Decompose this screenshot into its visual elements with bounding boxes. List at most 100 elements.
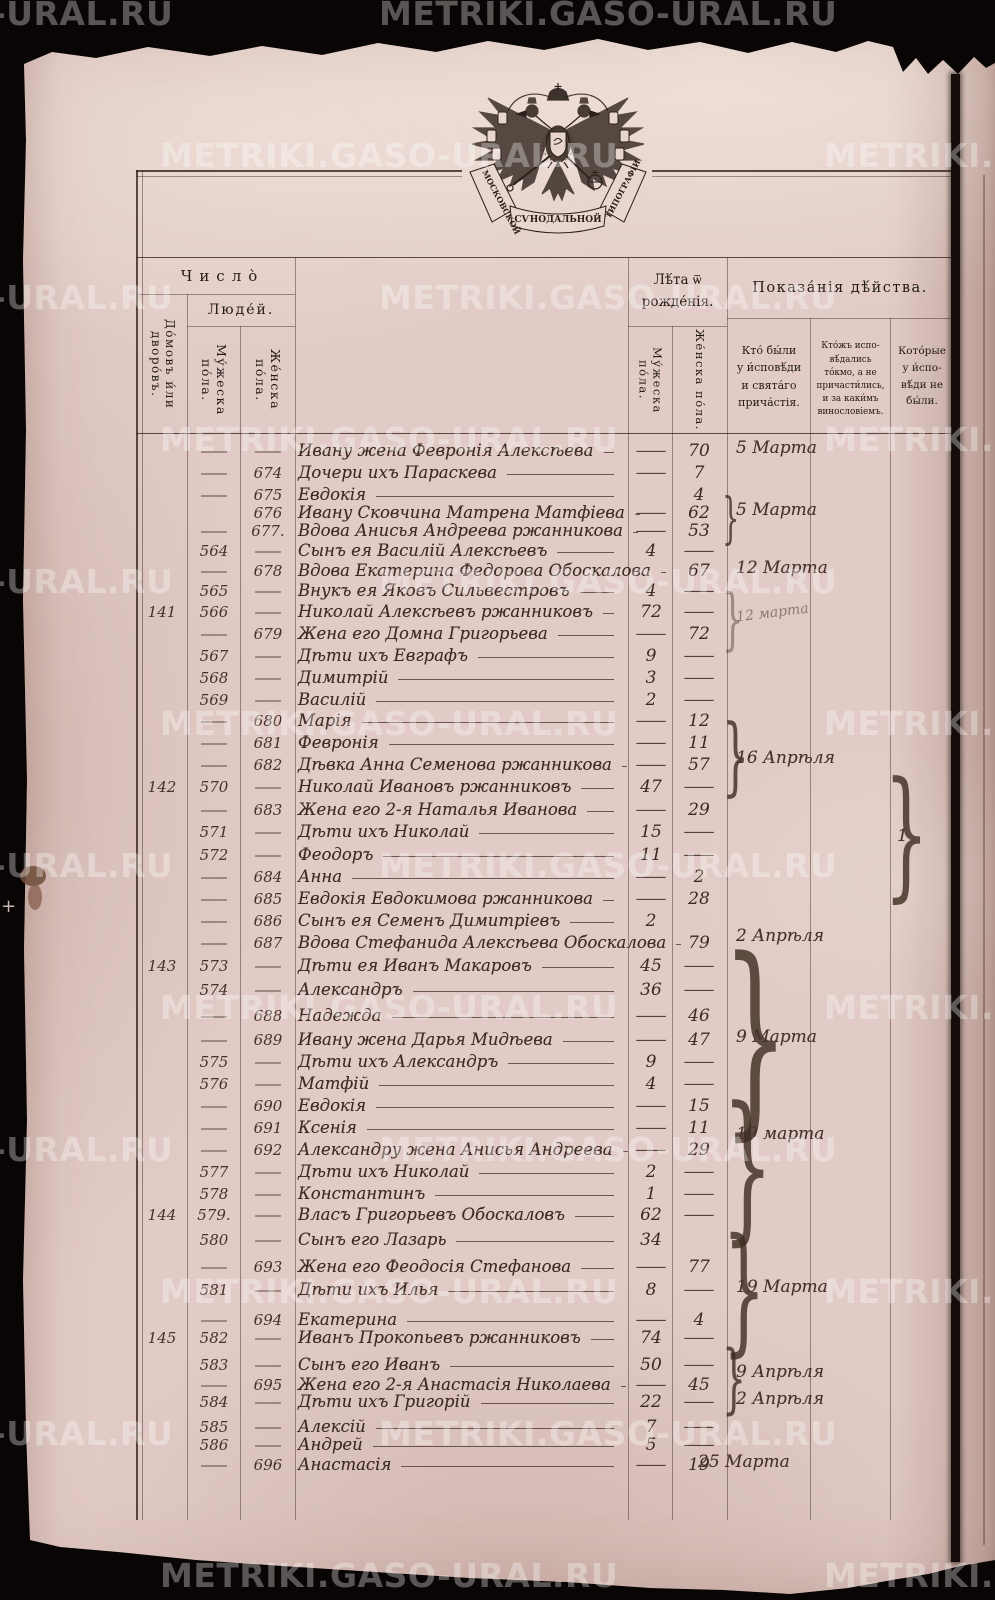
person-name-cell: Марія (298, 706, 626, 736)
person-name: Вдова Анисья Андреева ржанникова (298, 521, 623, 540)
header-female-number: Же́нска по́ла. (253, 349, 283, 411)
filler-dash-line (570, 921, 614, 923)
site-watermark: METRIKI.GASO-URAL.RU (379, 562, 838, 601)
male-age: 34 (640, 1230, 662, 1250)
torn-paper-blob (28, 884, 42, 910)
female-age: 19 (688, 1455, 710, 1475)
table-line (142, 170, 143, 1520)
male-serial: 566 (199, 603, 229, 621)
register-row: — 686 2 Сынъ ея Семенъ Димитріевъ (0, 906, 995, 936)
person-name-cell: Николай Алексѣевъ ржанниковъ (298, 597, 626, 627)
person-name-cell: Анастасія (298, 1450, 626, 1480)
filler-dash-line (352, 877, 614, 879)
male-serial: 580 (199, 1231, 229, 1249)
male-serial: — (199, 712, 229, 730)
female-age: — (682, 1205, 716, 1225)
female-age: 67 (688, 561, 710, 581)
male-age: — (634, 1096, 668, 1116)
male-age: — (634, 733, 668, 753)
male-serial: 570 (199, 778, 229, 796)
filler-dash-line (366, 1128, 614, 1130)
register-row: 574 — 36 — Александръ (0, 975, 995, 1005)
female-serial: 684 (253, 868, 283, 886)
male-serial: — (199, 734, 229, 752)
male-age: 11 (640, 845, 662, 865)
male-serial: — (199, 801, 229, 819)
female-age: — (682, 777, 716, 797)
male-age: 36 (640, 980, 662, 1000)
person-name-cell: Дѣти ихъ Григорій (298, 1387, 626, 1417)
filler-dash-line (398, 678, 614, 680)
person-name-cell: Иванъ Прокопьевъ ржанниковъ (298, 1323, 626, 1353)
register-row: 567 — 9 — Дѣти ихъ Евграфъ (0, 641, 995, 671)
person-name-cell: Ивану Сковчина Матрена Матфіева (298, 498, 640, 528)
house-number (138, 1225, 186, 1255)
table-line (727, 318, 953, 319)
male-serial: — (199, 464, 229, 482)
female-age: — (682, 1074, 716, 1094)
person-name-cell: Александру жена Анисья Андреева (298, 1135, 628, 1165)
male-serial: — (199, 756, 229, 774)
note-brace: } (722, 485, 740, 550)
female-age: — (682, 1162, 716, 1182)
filler-dash-line (383, 855, 614, 857)
male-serial: 574 (199, 981, 229, 999)
person-name: Ивану Сковчина Матрена Матфіева (298, 503, 625, 522)
note-brace: } (722, 914, 789, 1160)
confession-date-note: 2 Апрѣля (736, 1389, 825, 1409)
female-serial: — (253, 1231, 283, 1249)
note-brace: } (722, 1208, 767, 1371)
house-number: 143 (147, 957, 177, 975)
person-name: Вдова Стефанида Алексѣева Обоскалова (298, 933, 667, 952)
register-row: — 691 — 11 Ксенія (0, 1113, 995, 1143)
person-name: Константинъ (298, 1184, 426, 1203)
female-serial: — (253, 1281, 283, 1299)
register-row: — 688 — 46 Надежда (0, 1001, 995, 1031)
female-serial: — (253, 647, 283, 665)
male-age: — (634, 624, 668, 644)
female-serial: 690 (253, 1097, 283, 1115)
filler-dash-line (450, 1365, 614, 1367)
site-watermark: METRIKI.GASO-URAL.RU (824, 988, 995, 1027)
female-age: 29 (688, 800, 710, 820)
site-watermark: METRIKI.GASO-URAL.RU (0, 0, 174, 33)
female-age: — (682, 646, 716, 666)
person-name: Иванъ Прокопьевъ ржанниковъ (298, 1328, 581, 1347)
register-row: 568 — 3 — Димитрій (0, 663, 995, 693)
female-age: — (682, 822, 716, 842)
male-serial: 577 (199, 1163, 229, 1181)
female-serial: 674 (253, 464, 283, 482)
female-age: 62 (688, 503, 710, 523)
note-brace: } (722, 578, 744, 658)
site-watermark: METRIKI.GASO-URAL.RU (824, 136, 995, 175)
female-serial: 689 (253, 1031, 283, 1049)
person-name: Анна (298, 867, 343, 886)
confession-date-note: 12 Марта (736, 558, 828, 578)
filler-dash-line (412, 990, 614, 992)
female-age: — (682, 956, 716, 976)
person-name: Жена его 2-я Наталья Иванова (298, 800, 578, 819)
filler-dash-line (557, 551, 614, 553)
person-name-cell: Евдокія Евдокимова ржанникова (298, 884, 626, 914)
table-line (187, 326, 295, 327)
site-watermark: METRIKI.GASO-URAL.RU (0, 1414, 174, 1453)
register-row: — 684 — 2 Анна (0, 862, 995, 892)
house-number: 144 (147, 1206, 177, 1224)
table-line (136, 433, 953, 434)
table-line (652, 176, 952, 177)
confession-date-note: 9 Апрѣля (736, 1362, 825, 1382)
filler-dash-line (456, 1240, 614, 1242)
confession-date-note: 16 Апрѣля (736, 747, 835, 768)
person-name: Феодоръ (298, 845, 374, 864)
note-brace: } (722, 1073, 774, 1261)
male-age: 22 (640, 1392, 662, 1412)
person-name-cell: Матфій (298, 1069, 626, 1099)
female-age (675, 1225, 723, 1255)
ribbon-text-center: СѴНОДАЛЬНОЙ (514, 212, 602, 225)
female-serial: 694 (253, 1311, 283, 1329)
site-watermark: METRIKI.GASO-URAL.RU (824, 1556, 995, 1595)
person-name-cell: Василій (298, 685, 626, 715)
person-name: Ксенія (298, 1118, 357, 1137)
filler-dash-line (562, 1040, 614, 1042)
person-name: Дѣти ихъ Александръ (298, 1052, 499, 1071)
